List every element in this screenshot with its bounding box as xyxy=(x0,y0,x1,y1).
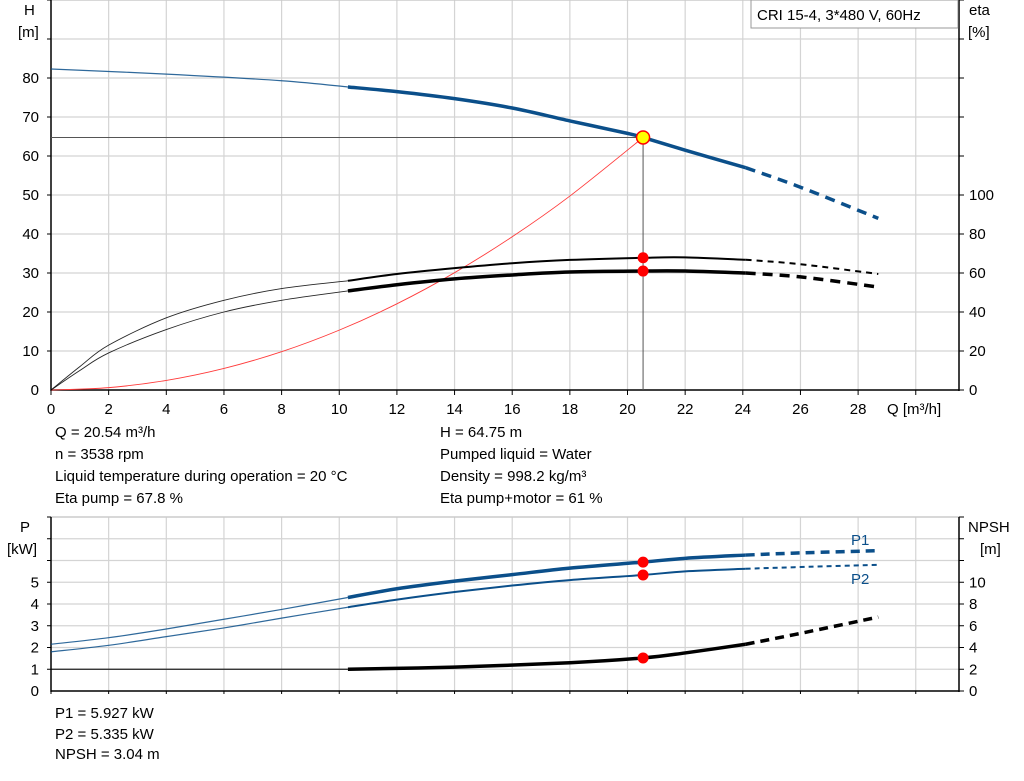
info-p1: P1 = 5.927 kW xyxy=(55,705,154,722)
curve-p1 xyxy=(347,553,746,600)
x-tick-label: 0 xyxy=(47,401,55,418)
curve-eta_pump-extrapolated-low xyxy=(50,280,348,391)
y-tick-label-left: 60 xyxy=(22,148,39,165)
y-tick-label-left: 30 xyxy=(22,265,39,282)
curve-p2-extrapolated-low xyxy=(50,606,348,653)
info-density: Density = 998.2 kg/m³ xyxy=(440,468,587,485)
info-bottom: P1 = 5.927 kW P2 = 5.335 kW NPSH = 3.04 … xyxy=(55,704,160,766)
operating-marker xyxy=(637,652,649,664)
y-axis-label-left: H xyxy=(24,2,35,19)
y-tick-label-right: 6 xyxy=(969,618,977,635)
info-top-right: H = 64.75 m Pumped liquid = Water Densit… xyxy=(440,422,603,510)
y-axis-label-right-unit: [m] xyxy=(980,541,1001,558)
curve-p2-dashed xyxy=(745,563,879,570)
x-tick-label: 14 xyxy=(446,401,463,418)
operating-marker xyxy=(637,569,649,581)
curve-h xyxy=(347,85,747,170)
curve-eta_pump_motor-dashed xyxy=(745,271,876,289)
x-tick-label: 8 xyxy=(277,401,285,418)
info-npsh: NPSH = 3.04 m xyxy=(55,746,160,763)
x-tick-label: 16 xyxy=(504,401,521,418)
x-tick-label: 26 xyxy=(792,401,809,418)
y-tick-label-right: 4 xyxy=(969,640,977,657)
x-tick-label: 20 xyxy=(619,401,636,418)
info-flow: Q = 20.54 m³/h xyxy=(55,424,156,441)
chart-title: CRI 15-4, 3*480 V, 60Hz xyxy=(757,7,921,24)
y-tick-label-left: 3 xyxy=(31,618,39,635)
y-tick-label-right: 20 xyxy=(969,343,986,360)
y-axis-label-right-unit: [%] xyxy=(968,24,990,41)
info-top-left: Q = 20.54 m³/h n = 3538 rpm Liquid tempe… xyxy=(55,422,347,510)
info-liquid: Pumped liquid = Water xyxy=(440,446,592,463)
y-tick-label-left: 5 xyxy=(31,574,39,591)
x-tick-label: 10 xyxy=(331,401,348,418)
y-axis-label-left-unit: [m] xyxy=(18,24,39,41)
x-tick-label: 18 xyxy=(562,401,579,418)
y-tick-label-left: 10 xyxy=(22,343,39,360)
y-tick-label-right: 0 xyxy=(969,683,977,700)
efficiency-marker xyxy=(637,265,649,277)
curve-eta_pump-dashed xyxy=(745,258,879,275)
y-tick-label-left: 70 xyxy=(22,109,39,126)
x-tick-label: 6 xyxy=(220,401,228,418)
info-eta-pump-motor: Eta pump+motor = 61 % xyxy=(440,490,603,507)
x-tick-label: 2 xyxy=(104,401,112,418)
y-axis-label-left: P xyxy=(20,519,30,536)
curve-eta_pump_motor-extrapolated-low xyxy=(50,290,348,391)
y-tick-label-left: 1 xyxy=(31,661,39,678)
y-tick-label-left: 40 xyxy=(22,226,39,243)
y-tick-label-left: 4 xyxy=(31,596,39,613)
y-tick-label-left: 0 xyxy=(31,382,39,399)
y-tick-label-left: 2 xyxy=(31,640,39,657)
series-label-p1: P1 xyxy=(851,532,869,549)
curve-h-extrapolated-low xyxy=(50,68,348,88)
curve-npsh xyxy=(347,642,746,671)
curve-eta_pump_motor xyxy=(347,269,746,293)
y-tick-label-right: 60 xyxy=(969,265,986,282)
y-axis-label-right: NPSH xyxy=(968,519,1010,536)
x-tick-label: 28 xyxy=(850,401,867,418)
operating-marker xyxy=(637,556,649,568)
y-tick-label-right: 100 xyxy=(969,187,994,204)
y-tick-label-right: 10 xyxy=(969,574,986,591)
info-eta-pump: Eta pump = 67.8 % xyxy=(55,490,183,507)
y-tick-label-left: 80 xyxy=(22,70,39,87)
info-head: H = 64.75 m xyxy=(440,424,523,441)
x-tick-label: 4 xyxy=(162,401,170,418)
x-tick-label: 22 xyxy=(677,401,694,418)
system-curve xyxy=(50,137,644,391)
y-tick-label-right: 2 xyxy=(969,661,977,678)
model-label-box xyxy=(750,0,959,29)
info-p2: P2 = 5.335 kW xyxy=(55,725,154,743)
y-tick-label-right: 80 xyxy=(969,226,986,243)
y-tick-label-left: 20 xyxy=(22,304,39,321)
x-tick-label: 12 xyxy=(389,401,406,418)
info-temperature: Liquid temperature during operation = 20… xyxy=(55,468,348,485)
curve-h-dashed xyxy=(745,166,879,221)
x-axis-label: Q [m³/h] xyxy=(887,401,941,418)
y-tick-label-right: 40 xyxy=(969,304,986,321)
y-tick-label-right: 0 xyxy=(969,382,977,399)
y-axis-label-right: eta xyxy=(969,2,991,19)
curve-eta_pump xyxy=(347,256,746,282)
y-tick-label-left: 50 xyxy=(22,187,39,204)
y-tick-label-left: 0 xyxy=(31,683,39,700)
operating-point-marker xyxy=(635,130,651,145)
y-tick-label-right: 8 xyxy=(969,596,977,613)
efficiency-marker xyxy=(637,252,649,264)
curve-p1-extrapolated-low xyxy=(50,596,349,645)
y-axis-label-left-unit: [kW] xyxy=(7,541,37,558)
series-label-p2: P2 xyxy=(851,571,869,588)
curve-p2 xyxy=(347,567,746,609)
x-tick-label: 24 xyxy=(734,401,751,418)
info-speed: n = 3538 rpm xyxy=(55,446,144,463)
